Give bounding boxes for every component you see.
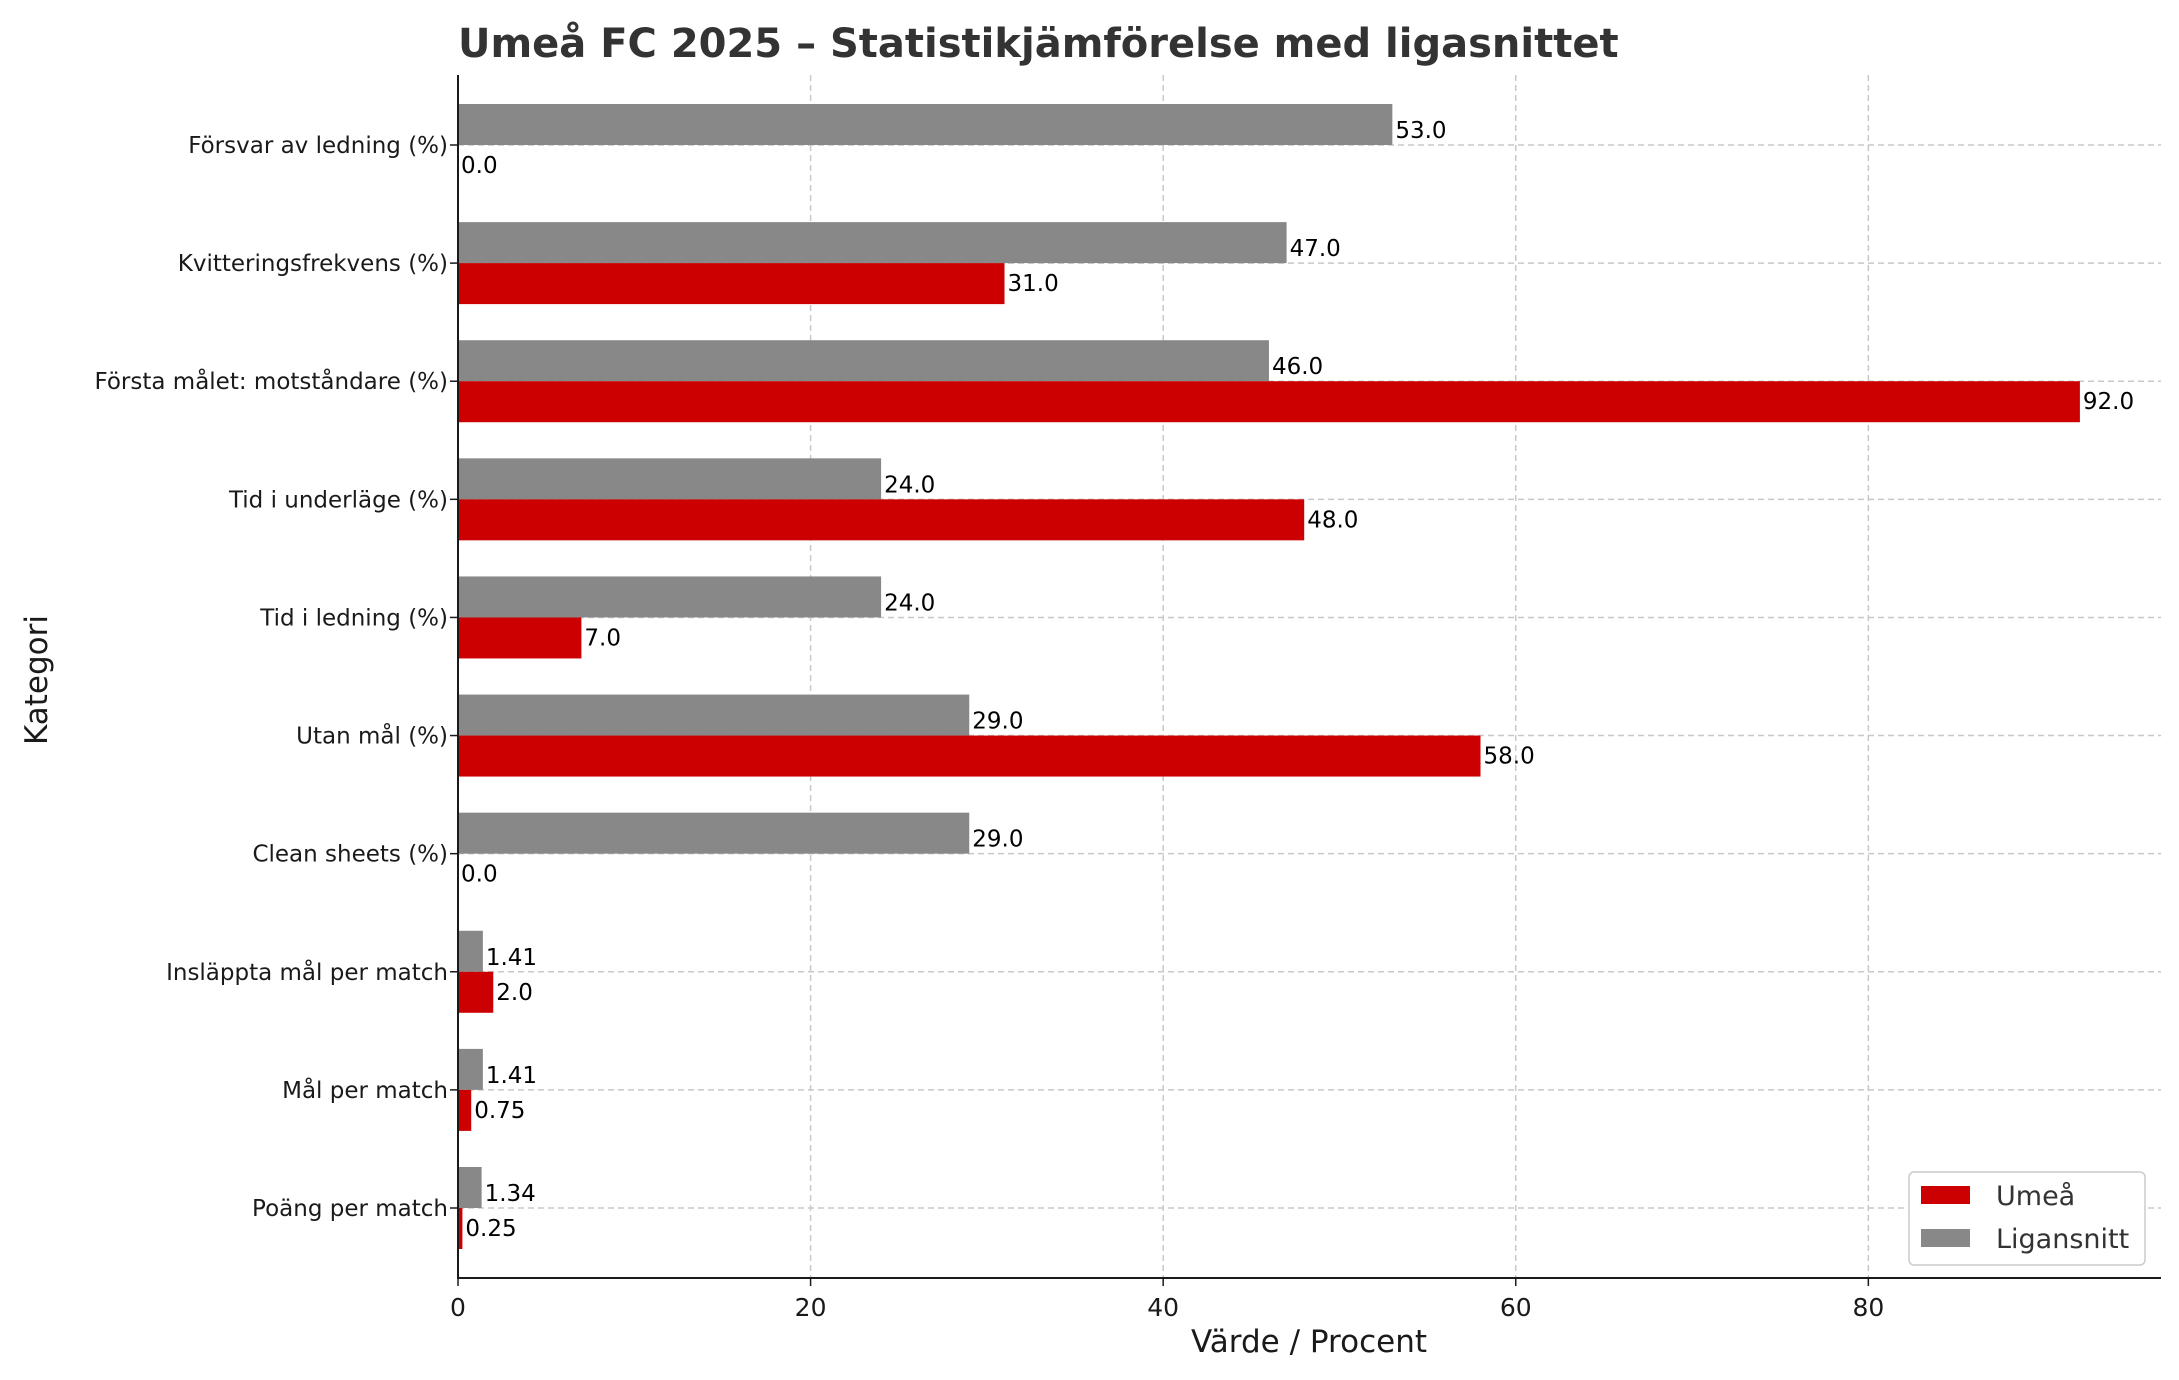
value-label-ligansnitt: 47.0 (1290, 236, 1341, 262)
bar-umea (458, 735, 1481, 777)
bar-ligansnitt (458, 222, 1287, 264)
x-tick-label: 40 (1147, 1293, 1179, 1322)
y-tick-label: Utan mål (%) (296, 722, 448, 750)
value-label-ligansnitt: 29.0 (972, 827, 1023, 853)
y-tick-label: Mål per match (282, 1076, 448, 1104)
bar-ligansnitt (458, 694, 970, 736)
y-tick-label: Poäng per match (252, 1196, 448, 1222)
y-tick-label: Clean sheets (%) (252, 842, 448, 868)
x-tick-label: 60 (1500, 1293, 1532, 1322)
value-label-ligansnitt: 24.0 (884, 472, 935, 498)
value-label-ligansnitt: 24.0 (884, 590, 935, 616)
axes (457, 75, 2161, 1279)
bar-umea (458, 1208, 463, 1249)
x-tick-label: 0 (450, 1293, 466, 1322)
y-ticks: Poäng per match Mål per match Insläppta må… (94, 133, 458, 1222)
value-label-ligansnitt: 1.41 (486, 1063, 537, 1089)
bar-ligansnitt (458, 576, 882, 618)
x-tick-label: 80 (1852, 1293, 1884, 1322)
bar-ligansnitt (458, 1048, 483, 1090)
value-label-umea: 58.0 (1484, 744, 1535, 770)
y-axis-label: Kategori (19, 615, 55, 745)
value-label-umea: 92.0 (2083, 389, 2134, 415)
value-label-ligansnitt: 1.41 (486, 945, 537, 971)
bar-ligansnitt (458, 458, 882, 500)
value-label-umea: 0.25 (465, 1216, 516, 1242)
value-label-umea: 31.0 (1008, 271, 1059, 297)
bar-ligansnitt (458, 930, 483, 972)
value-label-umea: 0.75 (474, 1098, 525, 1124)
bar-umea (458, 381, 2080, 423)
bar-umea (458, 1089, 472, 1131)
bar-umea (458, 499, 1305, 541)
bar-ligansnitt (458, 104, 1393, 145)
bar-umea (458, 263, 1005, 305)
bar-umea (458, 971, 494, 1013)
y-tick-label: Insläppta mål per match (166, 958, 448, 986)
value-label-umea: 2.0 (496, 980, 533, 1006)
bar-ligansnitt (458, 340, 1269, 382)
y-tick-label: Kvitteringsfrekvens (%) (178, 251, 448, 277)
bar-umea (458, 617, 582, 659)
bar-ligansnitt (458, 1167, 482, 1208)
x-axis-label: Värde / Procent (1191, 1324, 1427, 1360)
y-tick-label: Tid i underläge (%) (228, 487, 448, 513)
value-label-ligansnitt: 29.0 (972, 709, 1023, 735)
bar-ligansnitt (458, 812, 970, 854)
x-tick-label: 20 (795, 1293, 827, 1322)
value-label-ligansnitt: 46.0 (1272, 354, 1323, 380)
value-label-ligansnitt: 53.0 (1395, 118, 1446, 144)
value-label-umea: 0.0 (461, 862, 498, 888)
y-tick-label: Första målet: motståndare (%) (94, 367, 448, 395)
value-label-umea: 7.0 (584, 625, 621, 651)
legend-label-liga: Ligansnitt (1996, 1224, 2129, 1255)
legend-swatch-liga (1921, 1229, 1970, 1247)
legend-label-umea: Umeå (1996, 1181, 2075, 1212)
value-label-ligansnitt: 1.34 (485, 1181, 536, 1207)
y-tick-label: Försvar av ledning (%) (188, 133, 448, 159)
y-tick-label: Tid i ledning (%) (259, 605, 448, 631)
value-label-umea: 0.0 (461, 153, 498, 179)
legend: Umeå Ligansnitt (1908, 1171, 2146, 1266)
bars (458, 104, 2080, 1249)
chart-title: Umeå FC 2025 – Statistikjämförelse med l… (458, 20, 1619, 67)
x-ticks: 0 20 40 60 80 (450, 1278, 1884, 1322)
legend-swatch-umea (1921, 1186, 1970, 1204)
value-label-umea: 48.0 (1307, 507, 1358, 533)
value-labels: 1.34 0.25 1.41 0.75 1.41 2.0 29.0 0.0 29.0 58.0 24… (461, 118, 2134, 1242)
